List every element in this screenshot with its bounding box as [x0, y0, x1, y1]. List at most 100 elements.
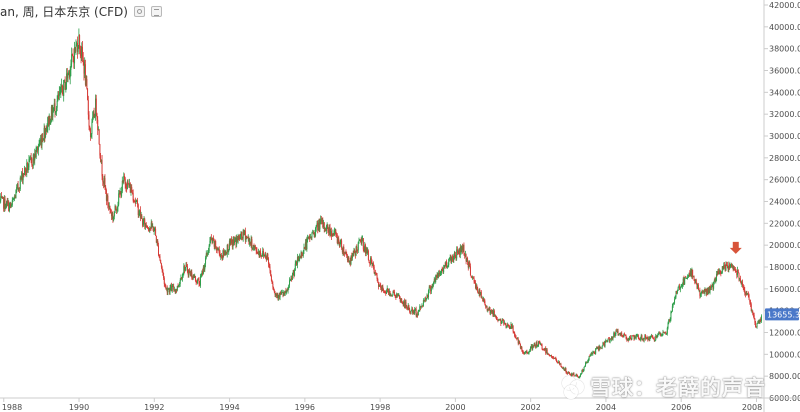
candle-body — [479, 290, 481, 295]
candle-body — [592, 352, 594, 355]
candle-body — [192, 275, 194, 279]
candle-body — [361, 239, 363, 243]
candle-body — [95, 98, 97, 114]
candle-body — [221, 255, 223, 260]
candle-body — [409, 311, 411, 313]
candle-body — [171, 285, 173, 292]
candle-body — [322, 220, 324, 228]
candle-body — [716, 274, 718, 275]
candle-body — [331, 235, 333, 237]
candle-body — [759, 319, 761, 324]
candle-body — [31, 158, 33, 166]
candle-body — [691, 269, 693, 276]
candle-body — [93, 111, 95, 118]
settings-icon[interactable] — [150, 6, 162, 17]
candle-body — [603, 342, 605, 344]
candle-body — [108, 205, 110, 207]
candle-body — [396, 293, 398, 298]
candle-body — [157, 240, 159, 246]
candle-body — [733, 268, 735, 270]
candle-body — [661, 335, 663, 337]
candle-body — [462, 244, 464, 251]
candle-body — [405, 301, 407, 307]
candle-body — [513, 331, 515, 333]
y-tick-label: 34000.00 — [769, 88, 800, 97]
time-axis[interactable]: 1988 1990 1992 1994 1996 1998 2000 2002 2004 2006… — [0, 397, 800, 412]
candle-body — [642, 339, 644, 341]
candle-body — [299, 257, 301, 258]
candle-body — [401, 299, 403, 302]
candle-body — [271, 280, 273, 284]
candle-body — [89, 128, 91, 138]
candle-body — [265, 254, 267, 258]
candle-body — [336, 234, 338, 244]
candle-body — [129, 183, 131, 187]
candle-body — [328, 230, 330, 233]
candle-body — [146, 225, 148, 228]
candle-body — [338, 242, 340, 247]
candle-body — [521, 346, 523, 351]
candle-body — [488, 307, 490, 311]
candle-body — [411, 308, 413, 311]
candle-body — [747, 293, 749, 295]
price-axis[interactable]: 6000.008000.0010000.0012000.0014000.0016… — [763, 0, 800, 412]
y-tick-label: 30000.00 — [769, 132, 800, 141]
candle-body — [713, 281, 715, 289]
candle-body — [716, 274, 718, 281]
candle-body — [351, 252, 353, 259]
candle-body — [481, 297, 483, 299]
candle-body — [668, 319, 670, 321]
candle-body — [363, 249, 365, 251]
candle-body — [723, 265, 725, 270]
candle-body — [156, 240, 158, 243]
candle-body — [616, 330, 618, 332]
candle-body — [121, 191, 123, 197]
candle-body — [398, 295, 400, 297]
candle-body — [352, 252, 354, 255]
candle-body — [463, 244, 465, 254]
candle-body — [666, 327, 668, 334]
candle-body — [731, 265, 733, 267]
candle-body — [464, 253, 466, 256]
candle-body — [350, 255, 352, 265]
candle-body — [282, 292, 284, 296]
candle-body — [569, 373, 571, 375]
candle-body — [318, 222, 320, 230]
candle-body — [283, 292, 285, 295]
candle-body — [140, 215, 142, 218]
candle-body — [461, 246, 463, 253]
candle-body — [333, 233, 335, 236]
candle-body — [208, 245, 210, 252]
candle-body — [575, 374, 577, 376]
candle-body — [512, 325, 514, 332]
candle-body — [626, 338, 628, 340]
candle-body — [565, 368, 567, 373]
candle-body — [330, 231, 332, 235]
candle-body — [0, 196, 2, 201]
candle-body — [475, 285, 477, 289]
candle-body — [549, 355, 551, 357]
x-tick-label: 2008 — [742, 403, 762, 412]
candle-body — [391, 294, 393, 296]
candle-body — [281, 292, 283, 293]
y-tick-label: 28000.00 — [769, 154, 800, 163]
eye-icon[interactable] — [133, 6, 145, 17]
candle-body — [524, 353, 526, 355]
candle-body — [393, 291, 395, 295]
candle-body — [0, 200, 1, 202]
candle-body — [223, 251, 225, 256]
candle-body — [629, 336, 631, 339]
candle-body — [8, 204, 10, 211]
candle-body — [410, 310, 412, 313]
y-tick-label: 20000.00 — [769, 241, 800, 250]
candle-body — [582, 370, 584, 372]
candle-body — [635, 335, 637, 339]
candle-body — [430, 287, 432, 292]
watermark-text: 雪球：老薛的声音 — [590, 376, 766, 400]
candle-body — [518, 341, 520, 344]
candle-body — [233, 240, 235, 244]
candle-body — [215, 247, 217, 250]
candle-body — [459, 247, 461, 255]
candle-body — [286, 290, 288, 292]
